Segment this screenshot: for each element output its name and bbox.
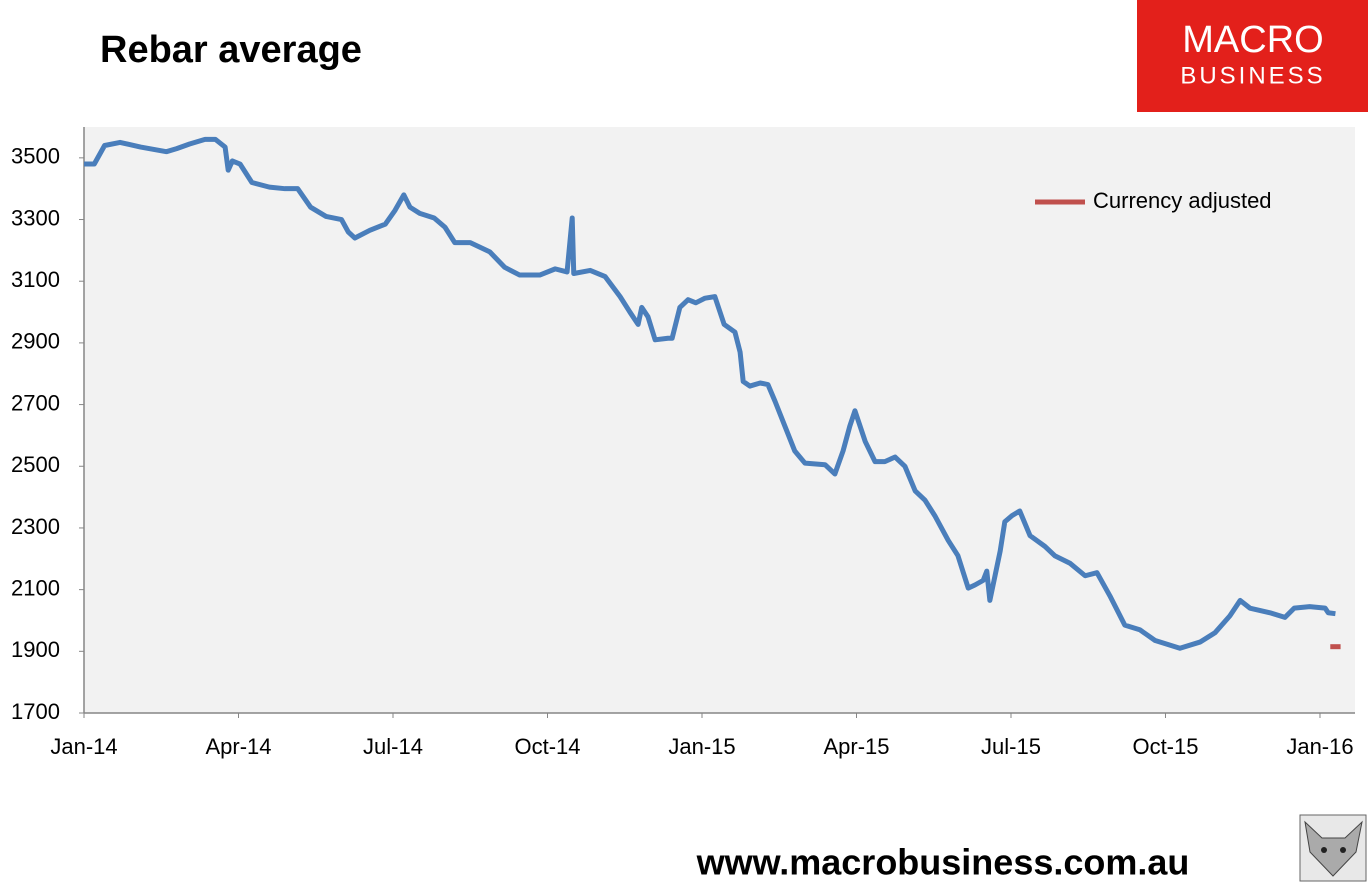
y-tick-label: 1900 [11,637,60,662]
y-tick-label: 3100 [11,267,60,292]
x-tick-label: Oct-15 [1132,734,1198,759]
y-tick-label: 2500 [11,452,60,477]
y-tick-label: 3500 [11,144,60,169]
chart-title: Rebar average [100,29,362,71]
x-tick-label: Jul-14 [363,734,423,759]
x-tick-label: Jul-15 [981,734,1041,759]
brand-logo [1137,0,1368,112]
x-tick-label: Oct-14 [514,734,580,759]
x-tick-label: Jan-15 [668,734,735,759]
legend-label: Currency adjusted [1093,188,1272,213]
y-tick-label: 2900 [11,329,60,354]
y-tick-label: 3300 [11,205,60,230]
plot-area [84,127,1355,713]
x-tick-label: Jan-16 [1286,734,1353,759]
series-line [84,136,1336,651]
x-tick-label: Apr-14 [205,734,271,759]
x-tick-label: Jan-14 [50,734,117,759]
brand-bottom: BUSINESS [1180,62,1325,89]
y-tick-label: 2700 [11,390,60,415]
fox-icon [1299,814,1367,882]
y-tick-label: 1700 [11,699,60,724]
footer-url: www.macrobusiness.com.au [696,842,1190,883]
brand-top: MACRO [1182,19,1323,61]
y-tick-label: 2300 [11,514,60,539]
y-tick-label: 2100 [11,575,60,600]
x-tick-label: Apr-15 [823,734,889,759]
